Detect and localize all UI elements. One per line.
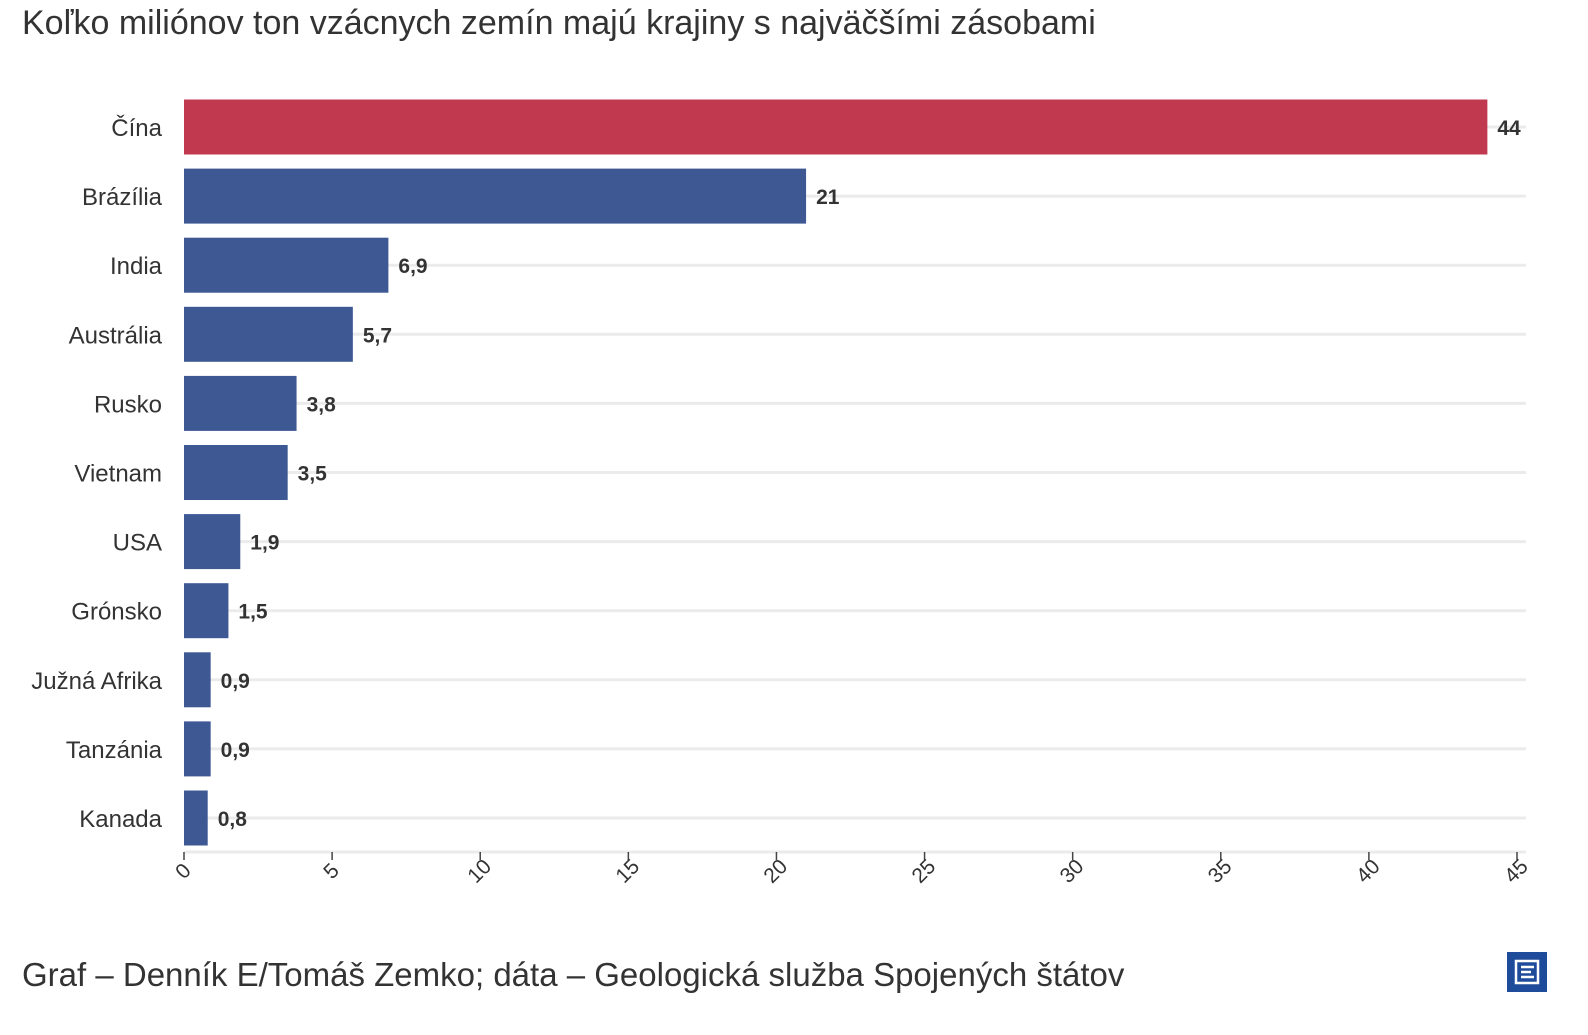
category-label: Tanzánia — [66, 737, 163, 764]
category-label: USA — [113, 530, 162, 557]
value-label: 0,8 — [218, 808, 248, 831]
x-tick-label: 25 — [908, 855, 941, 888]
bar — [184, 721, 211, 777]
x-tick-label: 10 — [463, 855, 496, 888]
x-tick-label: 0 — [171, 859, 196, 884]
value-label: 1,5 — [238, 601, 268, 624]
x-tick-label: 5 — [319, 859, 344, 884]
category-label: Grónsko — [71, 599, 162, 626]
chart-source-footer: Graf – Denník E/Tomáš Zemko; dáta – Geol… — [22, 956, 1125, 993]
chart-subtitle: Koľko miliónov ton vzácnych zemín majú k… — [22, 4, 1096, 42]
x-tick-label: 45 — [1500, 855, 1533, 888]
value-label: 0,9 — [221, 739, 250, 762]
bar — [184, 168, 807, 224]
value-label: 0,9 — [221, 670, 250, 693]
value-label: 6,9 — [398, 255, 427, 278]
bar — [184, 99, 1488, 155]
bar — [184, 306, 353, 362]
category-label: Brázília — [82, 184, 163, 211]
category-label: Čína — [111, 114, 162, 142]
x-tick-label: 35 — [1204, 855, 1237, 888]
bar — [184, 583, 229, 639]
category-label: Vietnam — [74, 461, 162, 488]
denník-e-logo-icon[interactable] — [1507, 952, 1547, 992]
category-label: Rusko — [94, 391, 162, 418]
value-label: 3,5 — [298, 463, 328, 486]
x-tick-label: 20 — [759, 855, 792, 888]
value-label: 44 — [1497, 117, 1521, 140]
x-tick-label: 40 — [1352, 855, 1385, 888]
category-label: Austrália — [69, 322, 163, 349]
bar — [184, 445, 288, 500]
value-label: 3,8 — [307, 393, 337, 416]
bar — [184, 514, 241, 570]
bar — [184, 237, 389, 293]
bar — [184, 652, 211, 708]
category-label: Kanada — [79, 806, 162, 833]
bar — [184, 790, 208, 846]
value-label: 5,7 — [363, 324, 392, 347]
value-label: 1,9 — [250, 532, 279, 555]
value-label: 21 — [816, 186, 840, 209]
category-label: Južná Afrika — [31, 668, 162, 695]
category-label: India — [110, 253, 163, 280]
bar — [184, 375, 297, 431]
x-tick-label: 30 — [1056, 855, 1089, 888]
x-tick-label: 15 — [611, 855, 644, 888]
